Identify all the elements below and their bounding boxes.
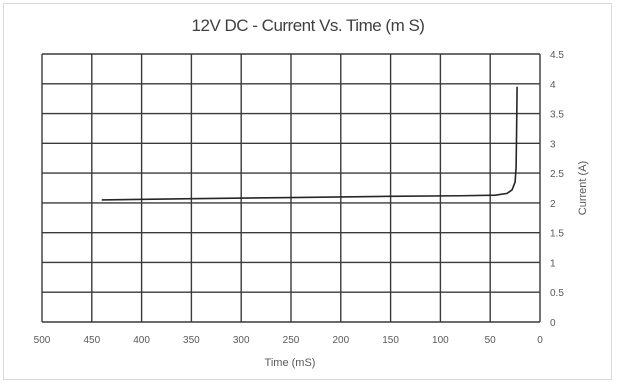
y-tick-label: 0 bbox=[550, 318, 556, 329]
y-tick-label: 2.5 bbox=[550, 169, 564, 180]
y-tick-label: 3.5 bbox=[550, 110, 564, 121]
x-tick-label: 200 bbox=[332, 335, 349, 346]
y-tick-label: 4.5 bbox=[550, 50, 564, 61]
x-tick-label: 100 bbox=[432, 335, 449, 346]
y-tick-label: 1 bbox=[550, 258, 556, 269]
x-tick-label: 300 bbox=[233, 335, 250, 346]
x-tick-label: 350 bbox=[183, 335, 200, 346]
y-tick-label: 0.5 bbox=[550, 288, 564, 299]
x-axis-label: Time (mS) bbox=[265, 357, 316, 369]
x-tick-label: 250 bbox=[283, 335, 300, 346]
y-tick-label: 3 bbox=[550, 139, 556, 150]
x-tick-label: 500 bbox=[34, 335, 51, 346]
series-group bbox=[101, 86, 518, 201]
series-line bbox=[101, 86, 518, 201]
x-tick-label: 150 bbox=[382, 335, 399, 346]
y-tick-label: 4 bbox=[550, 80, 556, 91]
y-axis-label: Current (A) bbox=[577, 161, 589, 215]
y-tick-label: 1.5 bbox=[550, 229, 564, 240]
x-tick-label: 400 bbox=[133, 335, 150, 346]
y-tick-labels: 0 0.5 1 1.5 2 2.5 3 3.5 4 4.5 bbox=[550, 50, 564, 329]
x-tick-labels: 500 450 400 350 300 250 200 150 100 50 0 bbox=[34, 335, 544, 346]
y-tick-label: 2 bbox=[550, 199, 556, 210]
x-tick-label: 50 bbox=[485, 335, 497, 346]
x-tick-label: 450 bbox=[83, 335, 100, 346]
chart-title: 12V DC - Current Vs. Time (m S) bbox=[192, 16, 425, 35]
grid bbox=[41, 53, 541, 323]
x-tick-label: 0 bbox=[537, 335, 543, 346]
